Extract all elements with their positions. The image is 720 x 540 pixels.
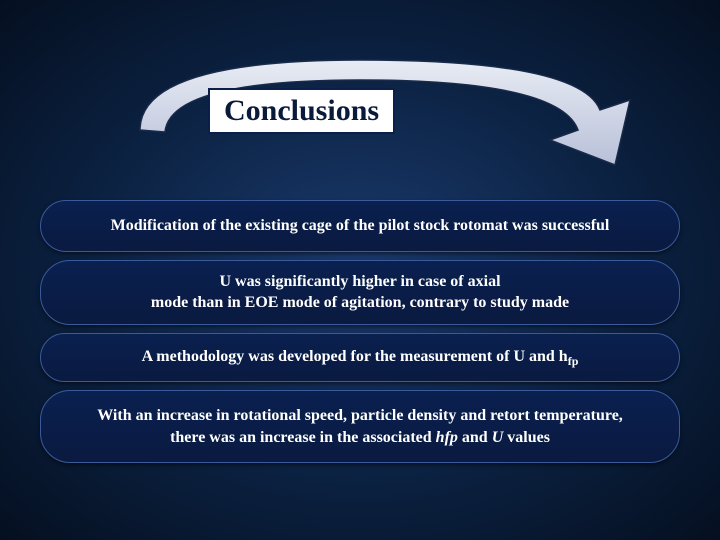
bullet-3: A methodology was developed for the meas…	[40, 333, 680, 382]
bullet-4-line1: With an increase in rotational speed, pa…	[97, 407, 623, 424]
bullet-4-pre: there was an increase in the associated	[170, 429, 436, 446]
bullet-4-hfp: hfp	[436, 429, 458, 446]
bullet-3-sub: fp	[568, 354, 579, 368]
bullet-4-post: values	[503, 429, 550, 446]
title-box: Conclusions	[208, 88, 395, 134]
page-title: Conclusions	[224, 94, 379, 127]
bullet-4: With an increase in rotational speed, pa…	[40, 390, 680, 463]
bullet-2: U was significantly higher in case of ax…	[40, 260, 680, 325]
bullet-4-mid: and	[458, 429, 492, 446]
bullet-3-text: A methodology was developed for the meas…	[142, 348, 568, 365]
bullet-1-text: Modification of the existing cage of the…	[111, 217, 610, 234]
bullet-2-line1: U was significantly higher in case of ax…	[219, 273, 500, 290]
bullet-1: Modification of the existing cage of the…	[40, 200, 680, 252]
bullet-2-line2: mode than in EOE mode of agitation, cont…	[151, 294, 569, 311]
bullet-4-u: U	[492, 429, 504, 446]
bullets-container: Modification of the existing cage of the…	[40, 200, 680, 471]
